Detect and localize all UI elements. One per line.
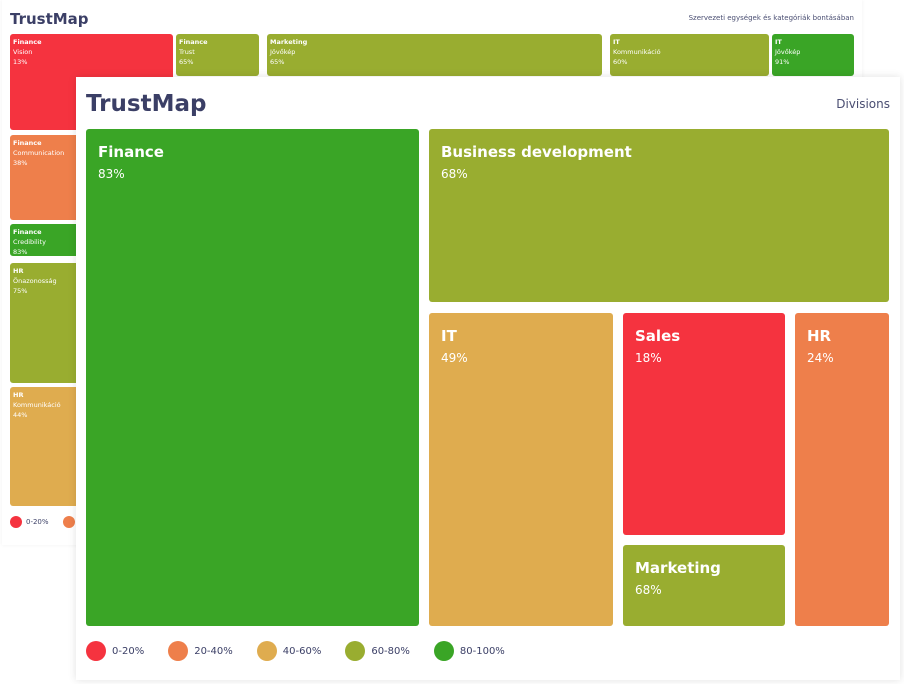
legend-label: 0-20%	[26, 518, 49, 526]
tile-name: Finance	[98, 143, 164, 161]
page-title: TrustMap	[86, 91, 207, 117]
treemap-tile[interactable]: IT Jövőkép 91%	[772, 34, 854, 76]
legend-swatch	[10, 516, 22, 528]
tile-value: 75%	[13, 287, 28, 295]
tile-name: Finance	[13, 139, 42, 147]
treemap-tile[interactable]: Finance 83%	[86, 129, 419, 626]
tile-category: Jövőkép	[270, 48, 296, 56]
treemap-tile[interactable]: IT 49%	[429, 313, 613, 626]
treemap-tile[interactable]: Finance Credibility 83%	[10, 224, 80, 256]
tile-value: 44%	[13, 411, 28, 419]
legend-swatch	[62, 516, 75, 528]
legend-item: 40-60%	[256, 641, 322, 661]
tile-category: Trust	[179, 48, 195, 56]
tile-value: 68%	[441, 167, 468, 181]
tile-name: HR	[13, 391, 24, 399]
legend-item: 0-20%	[86, 641, 144, 661]
legend-label: 80-100%	[459, 645, 505, 657]
tile-value: 18%	[635, 351, 662, 365]
tile-name: Sales	[635, 327, 681, 345]
page-title: TrustMap	[10, 10, 89, 28]
tile-name: HR	[13, 267, 24, 275]
page-subtitle: Szervezeti egységek és kategóriák bontás…	[688, 14, 854, 22]
tile-category: Vision	[13, 48, 33, 56]
tile-value: 60%	[613, 58, 628, 66]
treemap-tile[interactable]: HR Kommunikáció 44%	[10, 387, 80, 506]
legend-item: 20-40%	[168, 641, 233, 661]
tile-name: IT	[613, 38, 620, 46]
treemap-tile[interactable]: Finance Trust 65%	[176, 34, 259, 76]
tile-category: Communication	[13, 149, 65, 157]
legend-swatch	[256, 641, 277, 661]
legend-label: 0-20%	[112, 645, 145, 657]
tile-category: Önazonosság	[13, 277, 57, 285]
tile-name: IT	[775, 38, 782, 46]
tile-value: 68%	[635, 583, 662, 597]
treemap-tile[interactable]: HR 24%	[795, 313, 889, 626]
tile-value: 83%	[98, 167, 125, 181]
legend-label: 60-80%	[371, 645, 410, 657]
tile-name: IT	[441, 327, 457, 345]
tile-name: Marketing	[270, 38, 308, 46]
treemap-tile[interactable]: Finance Communication 38%	[10, 135, 80, 220]
legend-swatch	[86, 641, 106, 661]
tile-name: Finance	[13, 38, 42, 46]
tile-value: 24%	[807, 351, 834, 365]
legend-swatch	[345, 641, 366, 661]
tile-value: 38%	[13, 159, 28, 167]
tile-category: Jövőkép	[775, 48, 801, 56]
tile-category: Kommunikáció	[13, 401, 61, 409]
legend-swatch	[433, 641, 454, 661]
legend-label: 20-40%	[194, 645, 233, 657]
tile-name: HR	[807, 327, 832, 345]
treemap-tile[interactable]: Business development 68%	[429, 129, 889, 302]
tile-value: 65%	[179, 58, 194, 66]
tile-name: Business development	[441, 143, 632, 161]
tile-value: 65%	[270, 58, 285, 66]
treemap-tile[interactable]: Marketing Jövőkép 65%	[267, 34, 602, 76]
tile-name: Marketing	[635, 559, 721, 577]
treemap-tile[interactable]: IT Kommunikáció 60%	[610, 34, 769, 76]
tile-name: Finance	[179, 38, 208, 46]
legend: 0-20% 20-40% 40-60% 60-80% 80-100%	[86, 641, 505, 661]
legend-swatch	[168, 641, 189, 661]
treemap-tile[interactable]: Marketing 68%	[623, 545, 785, 626]
legend-item: 60-80%	[345, 641, 410, 661]
tile-value: 13%	[13, 58, 28, 66]
tile-category: Kommunikáció	[613, 48, 661, 56]
tile-value: 49%	[441, 351, 468, 365]
tile-value: 83%	[13, 248, 28, 256]
page-subtitle: Divisions	[836, 97, 890, 111]
treemap-tile[interactable]: Sales 18%	[623, 313, 785, 535]
tile-value: 91%	[775, 58, 790, 66]
legend-item: 0-20%	[10, 516, 49, 528]
tile-category: Credibility	[13, 238, 46, 246]
legend-item: 80-100%	[433, 641, 505, 661]
divisions-trustmap-card: TrustMap Divisions Finance 83% Business de…	[76, 77, 900, 680]
legend-label: 40-60%	[282, 645, 322, 657]
treemap-tile[interactable]: HR Önazonosság 75%	[10, 263, 80, 383]
tile-name: Finance	[13, 228, 42, 236]
